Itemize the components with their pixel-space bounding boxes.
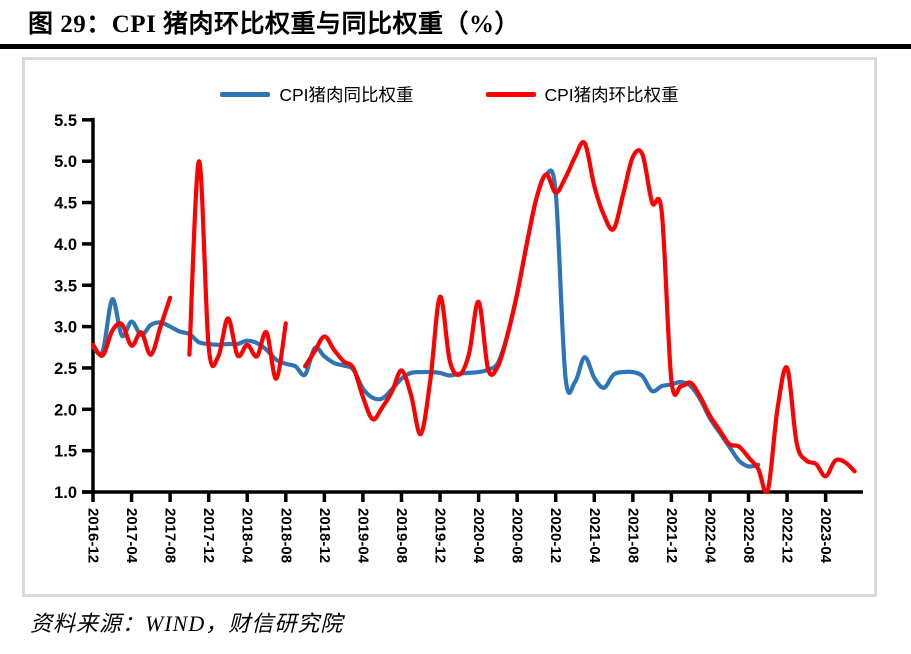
source-note: 资料来源：WIND，财信研究院: [30, 611, 344, 636]
chart-frame: 5.5 5.0 4.5 4.0 3.5 3.0 2.5 2.0 1.5 1.0 2016-12 201…: [22, 57, 877, 597]
x-tick-label: 2022-12: [779, 508, 796, 563]
y-tick-label: 5.0: [54, 153, 77, 171]
x-tick-label: 2021-08: [624, 508, 641, 563]
legend-item-yoy: CPI猪肉同比权重: [220, 82, 414, 107]
y-tick-label: 4.0: [54, 236, 77, 254]
chart-legend: CPI猪肉同比权重 CPI猪肉环比权重: [25, 82, 874, 107]
y-tick-label: 1.0: [54, 484, 77, 502]
y-tick-label: 4.5: [54, 195, 77, 213]
y-tick-label: 2.5: [54, 360, 77, 378]
line-chart-plot: 5.5 5.0 4.5 4.0 3.5 3.0 2.5 2.0 1.5 1.0 2016-12 201…: [54, 112, 863, 564]
x-tick-label: 2022-04: [701, 508, 718, 564]
x-tick-label: 2016-12: [85, 508, 102, 563]
x-tick-label: 2019-08: [393, 508, 410, 563]
x-tick-label: 2019-12: [432, 508, 449, 563]
x-tick-label: 2018-12: [316, 508, 333, 563]
legend-label-yoy: CPI猪肉同比权重: [279, 85, 414, 105]
x-tick-label: 2018-08: [277, 508, 294, 563]
page-title: 图 29：CPI 猪肉环比权重与同比权重（%）: [28, 11, 521, 38]
x-tick-label: 2021-04: [586, 508, 603, 564]
x-tick-label: 2017-12: [200, 508, 217, 563]
x-tick-label: 2021-12: [663, 508, 680, 563]
x-tick-label: 2020-08: [509, 508, 526, 563]
x-tick-label: 2020-12: [547, 508, 564, 563]
series-line-mom: [187, 159, 288, 381]
x-tick-label: 2020-04: [470, 508, 487, 564]
title-rule: [0, 44, 911, 49]
y-tick-label: 3.0: [54, 319, 77, 337]
x-tick-label: 2017-04: [123, 508, 140, 564]
x-tick-label: 2017-08: [162, 508, 179, 563]
y-tick-label: 5.5: [54, 112, 77, 130]
x-tick-label: 2019-04: [354, 508, 371, 564]
series-line-mom: [90, 295, 173, 358]
x-tick-label: 2022-08: [740, 508, 757, 563]
legend-line-sample-mom-icon: [485, 92, 536, 97]
legend-line-sample-yoy-icon: [220, 92, 271, 97]
y-tick-label: 3.5: [54, 277, 77, 295]
y-tick-label: 1.5: [54, 443, 77, 461]
series-line-mom: [303, 139, 857, 494]
legend-label-mom: CPI猪肉环比权重: [544, 85, 679, 105]
x-tick-label: 2023-04: [817, 508, 834, 564]
y-tick-label: 2.0: [54, 401, 77, 419]
legend-item-mom: CPI猪肉环比权重: [485, 82, 679, 107]
x-tick-label: 2018-04: [239, 508, 256, 564]
